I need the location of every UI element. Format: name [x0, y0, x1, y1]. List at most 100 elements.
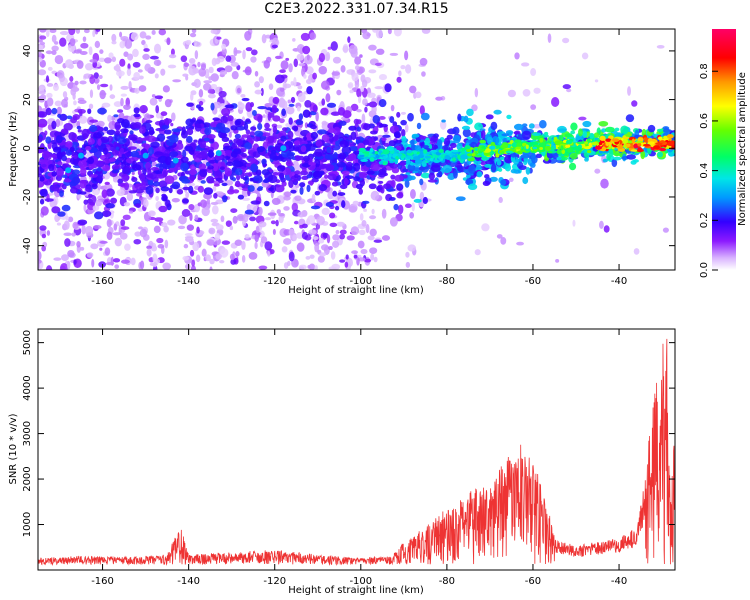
- heatmap-noise-blob: [98, 57, 106, 63]
- heatmap-noise-blob: [369, 228, 377, 237]
- heatmap-band-blob: [147, 180, 154, 185]
- heatmap-noise-blob: [235, 251, 240, 257]
- heatmap-noise-blob: [95, 199, 103, 207]
- heatmap-noise-blob: [45, 50, 53, 55]
- heatmap-noise-blob: [104, 57, 112, 64]
- heatmap-ridge-blob: [550, 146, 555, 152]
- heatmap-noise-blob: [77, 193, 82, 199]
- heatmap-noise-blob: [208, 76, 213, 81]
- heatmap-noise-blob: [359, 54, 363, 58]
- heatmap-noise-blob: [345, 254, 349, 260]
- heatmap-noise-blob: [260, 236, 268, 244]
- heatmap-noise-blob: [351, 72, 359, 82]
- heatmap-band-blob: [332, 190, 338, 197]
- heatmap-noise-blob: [39, 41, 46, 46]
- heatmap-noise-blob: [191, 259, 196, 267]
- heatmap-band-blob: [338, 120, 347, 126]
- heatmap-band-blob: [176, 189, 184, 195]
- heatmap-noise-blob: [419, 57, 428, 66]
- heatmap-noise-blob: [278, 214, 284, 224]
- heatmap-band-blob: [122, 165, 131, 175]
- heatmap-band-blob: [558, 134, 564, 141]
- heatmap-noise-blob: [39, 29, 47, 33]
- heatmap-noise-blob: [375, 29, 383, 39]
- heatmap-band-blob: [312, 104, 318, 113]
- heatmap-band-blob: [281, 181, 287, 187]
- heatmap-noise-blob: [38, 44, 44, 52]
- heatmap-band-blob: [326, 102, 337, 108]
- heatmap-ridge-blob: [583, 141, 589, 145]
- heatmap-ridge-blob: [438, 156, 442, 160]
- heatmap-noise-blob: [209, 266, 213, 270]
- heatmap-band-blob: [250, 200, 261, 205]
- heatmap-noise-blob: [306, 54, 310, 61]
- heatmap-band-blob: [614, 150, 620, 157]
- heatmap-band-blob: [465, 178, 474, 186]
- heatmap-noise-blob: [297, 85, 303, 90]
- heatmap-noise-blob: [91, 258, 95, 268]
- heatmap-band-blob: [306, 174, 312, 179]
- heatmap-band-blob: [556, 156, 562, 161]
- heatmap-noise-blob: [279, 69, 286, 73]
- heatmap-band-blob: [306, 86, 313, 95]
- heatmap-band-blob: [230, 125, 238, 131]
- heatmap-noise-blob: [294, 195, 302, 202]
- heatmap-noise-blob: [107, 114, 113, 122]
- heatmap-band-blob: [452, 126, 460, 135]
- heatmap-noise-blob: [374, 62, 382, 67]
- heatmap-noise-blob: [304, 122, 309, 129]
- snr-series-line: [38, 338, 675, 566]
- heatmap-band-blob: [274, 74, 285, 84]
- heatmap-band-blob: [489, 176, 498, 182]
- heatmap-noise-blob: [132, 61, 141, 68]
- heatmap-band-blob: [433, 133, 439, 138]
- heatmap-band-blob: [82, 133, 89, 140]
- heatmap-noise-blob: [109, 94, 116, 99]
- heatmap-noise-blob: [215, 224, 224, 231]
- heatmap-noise-blob: [356, 109, 362, 113]
- heatmap-noise-blob: [288, 228, 295, 237]
- heatmap-noise-blob: [378, 116, 386, 120]
- heatmap-band-blob: [69, 146, 75, 153]
- heatmap-band-blob: [72, 169, 81, 175]
- heatmap-band-blob: [366, 170, 375, 175]
- heatmap-band-blob: [160, 186, 170, 192]
- heatmap-band-blob: [213, 192, 218, 199]
- heatmap-noise-blob: [276, 209, 282, 215]
- colorbar-tick-label: 0.0: [699, 262, 710, 278]
- heatmap-band-blob: [409, 175, 416, 181]
- heatmap-noise-blob: [113, 258, 121, 263]
- heatmap-band-blob: [145, 173, 154, 178]
- heatmap-band-blob: [89, 201, 96, 206]
- heatmap-ridge-blob: [481, 156, 488, 160]
- heatmap-band-blob: [427, 179, 438, 183]
- heatmap-band-blob: [198, 106, 204, 112]
- heatmap-band-blob: [164, 129, 172, 135]
- heatmap-noise-blob: [627, 86, 632, 96]
- heatmap-noise-blob: [219, 260, 225, 264]
- snr-x-axis-label: Height of straight line (km): [288, 585, 424, 596]
- heatmap-band-blob: [389, 116, 395, 124]
- heatmap-band-blob: [314, 148, 324, 157]
- heatmap-noise-blob: [314, 265, 318, 270]
- heatmap-noise-blob: [241, 240, 246, 250]
- heatmap-noise-blob: [325, 51, 331, 61]
- heatmap-noise-blob: [56, 70, 65, 79]
- heatmap-x-tick-label: -60: [525, 276, 541, 287]
- heatmap-noise-blob: [86, 252, 94, 258]
- heatmap-band-blob: [193, 139, 198, 143]
- heatmap-band-blob: [315, 140, 323, 147]
- heatmap-band-blob: [161, 193, 167, 198]
- heatmap-noise-blob: [168, 54, 177, 59]
- heatmap-band-blob: [180, 156, 189, 163]
- heatmap-noise-blob: [594, 168, 601, 174]
- heatmap-band-blob: [38, 136, 43, 143]
- heatmap-band-blob: [294, 146, 300, 151]
- heatmap-band-blob: [443, 137, 451, 147]
- heatmap-noise-blob: [375, 48, 385, 55]
- heatmap-band-blob: [198, 163, 207, 171]
- heatmap-band-blob: [38, 173, 43, 178]
- snr-x-tick-label: -100: [349, 576, 372, 587]
- heatmap-band-blob: [267, 174, 278, 184]
- heatmap-band-blob: [604, 126, 615, 133]
